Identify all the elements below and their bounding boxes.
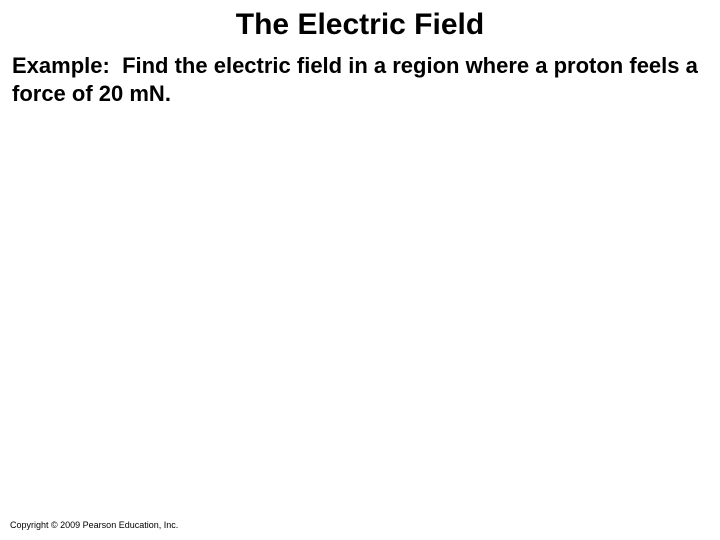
example-body: Find the electric field in a region wher… (12, 53, 698, 106)
example-label: Example: (12, 53, 110, 78)
slide-title: The Electric Field (10, 8, 710, 42)
copyright-notice: Copyright © 2009 Pearson Education, Inc. (10, 520, 178, 530)
example-paragraph: Example: Find the electric field in a re… (10, 52, 710, 107)
slide-container: The Electric Field Example: Find the ele… (0, 0, 720, 540)
